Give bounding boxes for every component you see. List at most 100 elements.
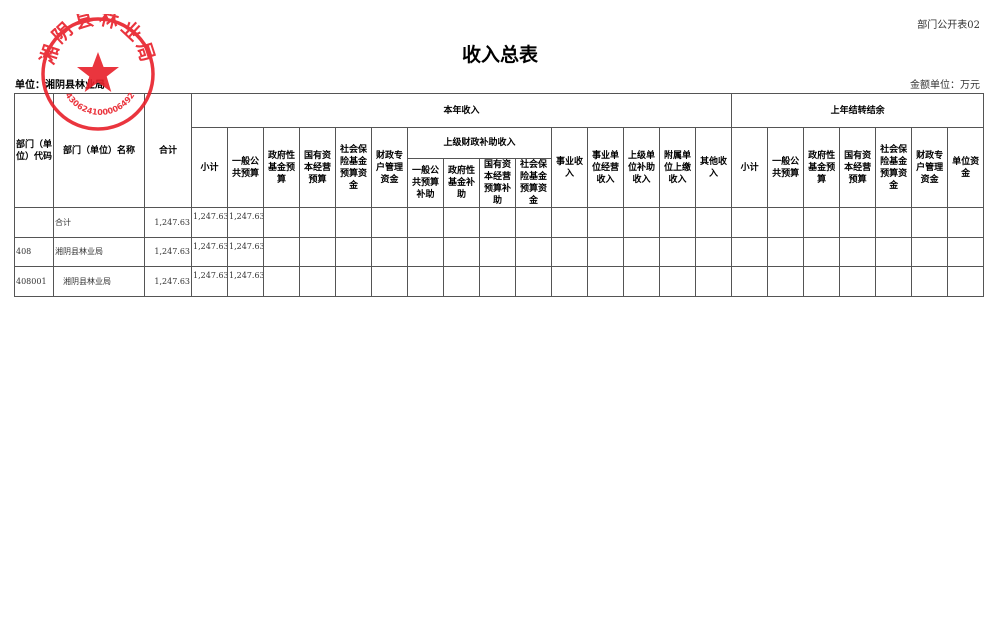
table-row: 408 湘阴县林业局 1,247.63 1,247.63 1,247.63 — [14, 237, 985, 267]
header-current-year: 本年收入 — [190, 93, 733, 128]
cell-empty — [947, 266, 985, 297]
cell-empty — [299, 266, 336, 297]
cell-empty — [335, 266, 372, 297]
header-upper-state-capital: 国有资本经营预算补助 — [479, 158, 516, 208]
header-biz-operation: 事业单位经营收入 — [587, 127, 624, 208]
cell-empty — [371, 266, 408, 297]
cell-empty — [587, 237, 624, 267]
cell-empty — [623, 237, 660, 267]
header-prior-year: 上年结转结余 — [731, 93, 985, 128]
cell-empty — [767, 237, 805, 267]
header-cy-general: 一般公共预算 — [227, 127, 264, 208]
cell-code: 408 — [14, 237, 54, 267]
cell-general: 1,247.63 — [227, 266, 264, 297]
header-py-general: 一般公共预算 — [767, 127, 805, 208]
cell-empty — [263, 237, 300, 267]
cell-empty — [551, 266, 588, 297]
cell-code — [14, 207, 54, 238]
header-py-unit-funds: 单位资金 — [947, 127, 985, 208]
cell-empty — [839, 237, 877, 267]
cell-empty — [551, 237, 588, 267]
cell-empty — [443, 266, 480, 297]
cell-empty — [731, 266, 769, 297]
cell-empty — [803, 266, 841, 297]
header-affiliated: 附属单位上缴收入 — [659, 127, 696, 208]
svg-text:430624100006492: 430624100006492 — [64, 91, 137, 117]
cell-empty — [767, 207, 805, 238]
cell-empty — [839, 207, 877, 238]
money-unit: 金额单位：万元 — [910, 80, 980, 91]
cell-subtotal: 1,247.63 — [191, 237, 228, 267]
cell-empty — [803, 237, 841, 267]
cell-empty — [515, 207, 552, 238]
header-business: 事业收入 — [551, 127, 588, 208]
page-title: 收入总表 — [461, 44, 538, 66]
header-py-gov-fund: 政府性基金预算 — [803, 127, 841, 208]
cell-general: 1,247.63 — [227, 207, 264, 238]
cell-name: 合计 — [53, 207, 145, 238]
cell-total: 1,247.63 — [144, 237, 192, 267]
cell-subtotal: 1,247.63 — [191, 266, 228, 297]
header-cy-social-ins: 社会保险基金预算资金 — [335, 127, 372, 208]
cell-empty — [911, 237, 949, 267]
cell-empty — [731, 237, 769, 267]
cell-empty — [875, 207, 913, 238]
header-py-special-acct: 财政专户管理资金 — [911, 127, 949, 208]
header-upper-social-ins: 社会保险基金预算资金 — [515, 158, 552, 208]
cell-empty — [623, 207, 660, 238]
header-py-state-capital: 国有资本经营预算 — [839, 127, 877, 208]
cell-empty — [587, 207, 624, 238]
unit-label: 单位：湘阴县林业局 — [15, 80, 105, 91]
cell-name: 湘阴县林业局 — [53, 266, 145, 297]
form-id: 部门公开表02 — [917, 20, 980, 31]
cell-empty — [911, 266, 949, 297]
header-other: 其他收入 — [694, 127, 733, 208]
cell-empty — [623, 266, 660, 297]
cell-total: 1,247.63 — [144, 266, 192, 297]
cell-empty — [947, 207, 985, 238]
cell-total: 1,247.63 — [144, 207, 192, 238]
cell-empty — [803, 207, 841, 238]
cell-empty — [659, 207, 696, 238]
cell-empty — [443, 237, 480, 267]
cell-empty — [515, 237, 552, 267]
header-cy-state-capital: 国有资本经营预算 — [299, 127, 336, 208]
cell-empty — [335, 237, 372, 267]
header-code: 部门（单位）代码 — [14, 93, 54, 208]
cell-empty — [731, 207, 769, 238]
header-cy-special-acct: 财政专户管理资金 — [371, 127, 408, 208]
star-icon — [77, 52, 119, 92]
cell-empty — [407, 207, 444, 238]
cell-empty — [515, 266, 552, 297]
official-seal: 湘阴县林业局 430624100006492 — [38, 14, 156, 131]
cell-empty — [479, 207, 516, 238]
header-cy-gov-fund: 政府性基金预算 — [263, 127, 300, 208]
header-upper-subsidy: 上级财政补助收入 — [407, 127, 552, 159]
cell-empty — [371, 207, 408, 238]
cell-empty — [875, 266, 913, 297]
cell-empty — [839, 266, 877, 297]
cell-empty — [694, 207, 733, 238]
cell-name: 湘阴县林业局 — [53, 237, 145, 267]
cell-empty — [479, 266, 516, 297]
cell-empty — [299, 207, 336, 238]
cell-empty — [551, 207, 588, 238]
cell-subtotal: 1,247.63 — [191, 207, 228, 238]
cell-empty — [299, 237, 336, 267]
cell-code: 408001 — [14, 266, 54, 297]
header-upper-unit: 上级单位补助收入 — [623, 127, 660, 208]
cell-empty — [694, 266, 733, 297]
cell-general: 1,247.63 — [227, 237, 264, 267]
cell-empty — [875, 237, 913, 267]
cell-empty — [443, 207, 480, 238]
income-summary-table: 部门（单位）代码 部门（单位）名称 合计 本年收入 上年结转结余 小计 一般公共… — [14, 93, 985, 297]
header-upper-gov-fund: 政府性基金补助 — [443, 158, 480, 208]
cell-empty — [479, 237, 516, 267]
header-upper-general: 一般公共预算补助 — [407, 158, 444, 208]
table-row: 408001 湘阴县林业局 1,247.63 1,247.63 1,247.63 — [14, 266, 985, 297]
cell-empty — [407, 266, 444, 297]
cell-empty — [767, 266, 805, 297]
header-py-subtotal: 小计 — [731, 127, 769, 208]
cell-empty — [694, 237, 733, 267]
cell-empty — [659, 266, 696, 297]
